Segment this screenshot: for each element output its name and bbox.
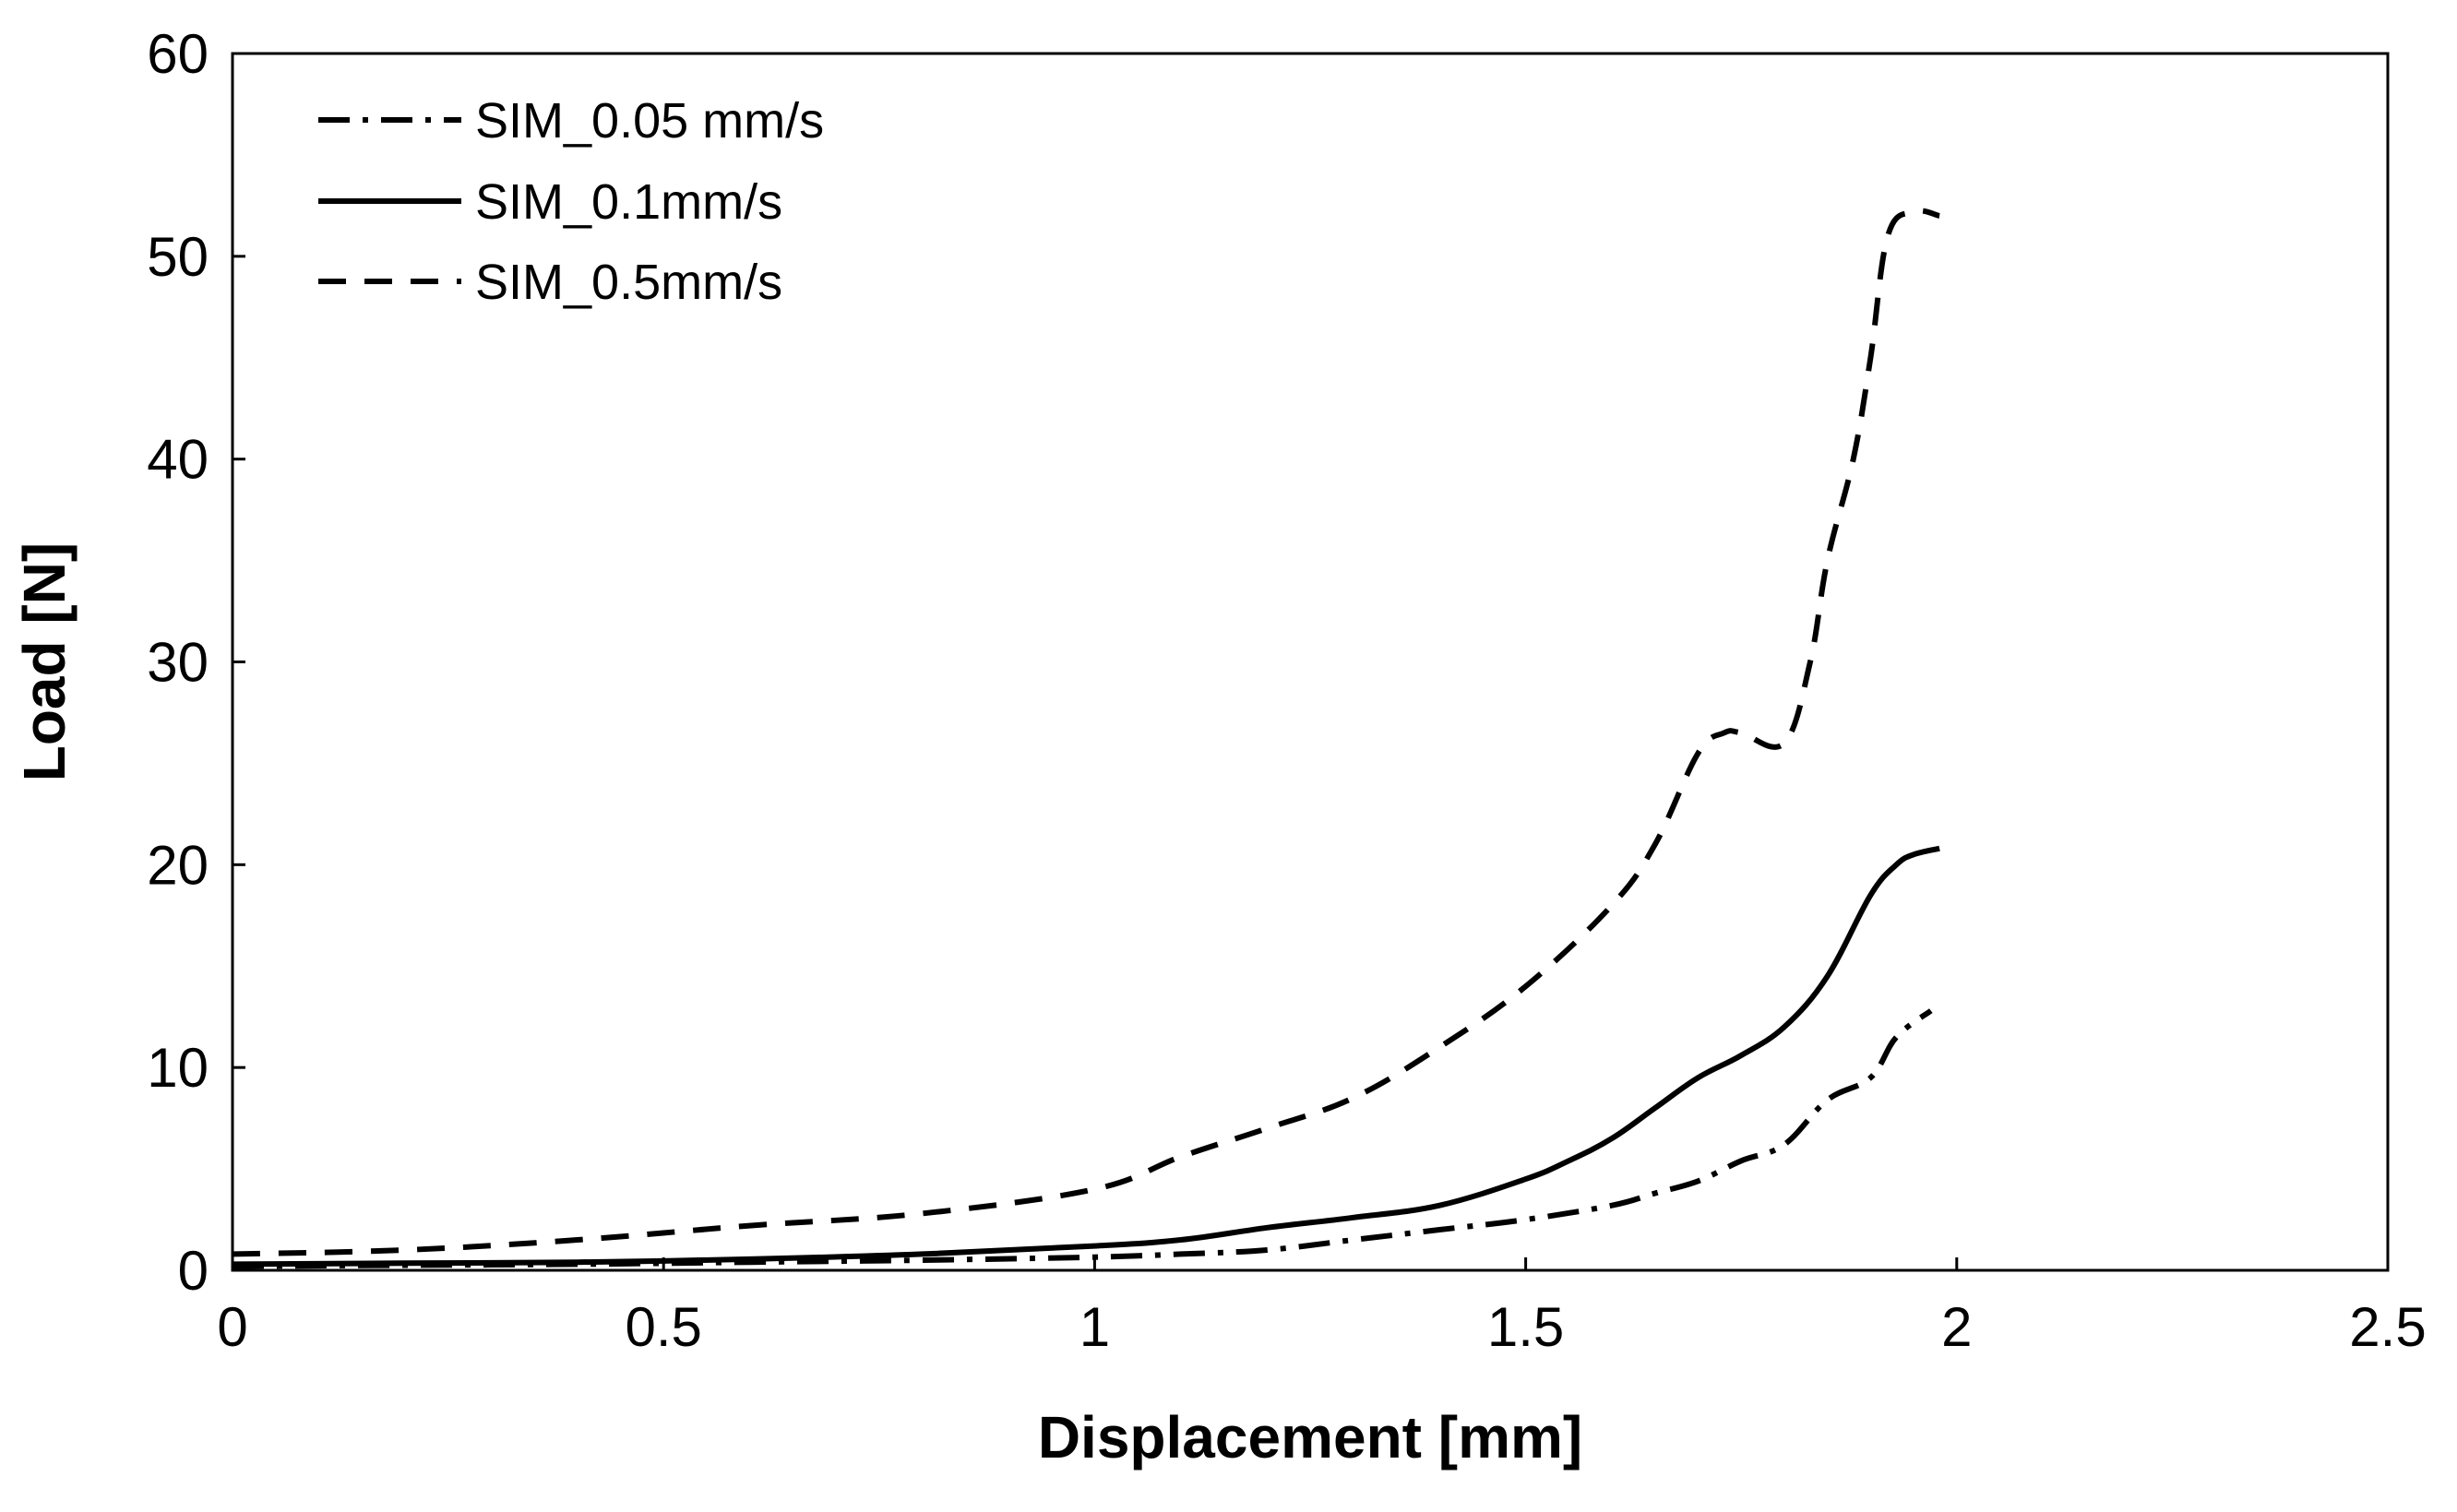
series-line-3 bbox=[232, 208, 1940, 1257]
legend-label-2: SIM_0.1mm/s bbox=[475, 174, 782, 230]
x-tick-label: 2.5 bbox=[2349, 1296, 2426, 1358]
legend-label-3: SIM_0.5mm/s bbox=[475, 255, 782, 310]
x-tick-label: 0 bbox=[217, 1296, 247, 1358]
y-tick-label: 60 bbox=[147, 23, 209, 85]
series-line-2 bbox=[232, 845, 1940, 1268]
y-tick-label: 0 bbox=[178, 1240, 209, 1302]
x-tick-label: 1.5 bbox=[1487, 1296, 1564, 1358]
legend-label-1: SIM_0.05 mm/s bbox=[475, 93, 824, 149]
y-axis-title: Load [N] bbox=[11, 542, 78, 782]
y-tick-label: 30 bbox=[147, 632, 209, 694]
series-line-1 bbox=[232, 1008, 1933, 1269]
legend: SIM_0.05 mm/s SIM_0.1mm/s SIM_0.5mm/s bbox=[318, 93, 824, 310]
x-axis-title: Displacement [mm] bbox=[1038, 1404, 1582, 1470]
y-tick-label: 40 bbox=[147, 429, 209, 491]
x-tick-label: 0.5 bbox=[625, 1296, 701, 1358]
y-tick-label: 20 bbox=[147, 834, 209, 896]
plot-area-frame bbox=[231, 52, 2390, 1272]
x-tick-label: 2 bbox=[1941, 1296, 1972, 1358]
y-tick-label: 50 bbox=[147, 226, 209, 288]
x-tick-label: 1 bbox=[1079, 1296, 1110, 1358]
y-tick-label: 10 bbox=[147, 1037, 209, 1099]
